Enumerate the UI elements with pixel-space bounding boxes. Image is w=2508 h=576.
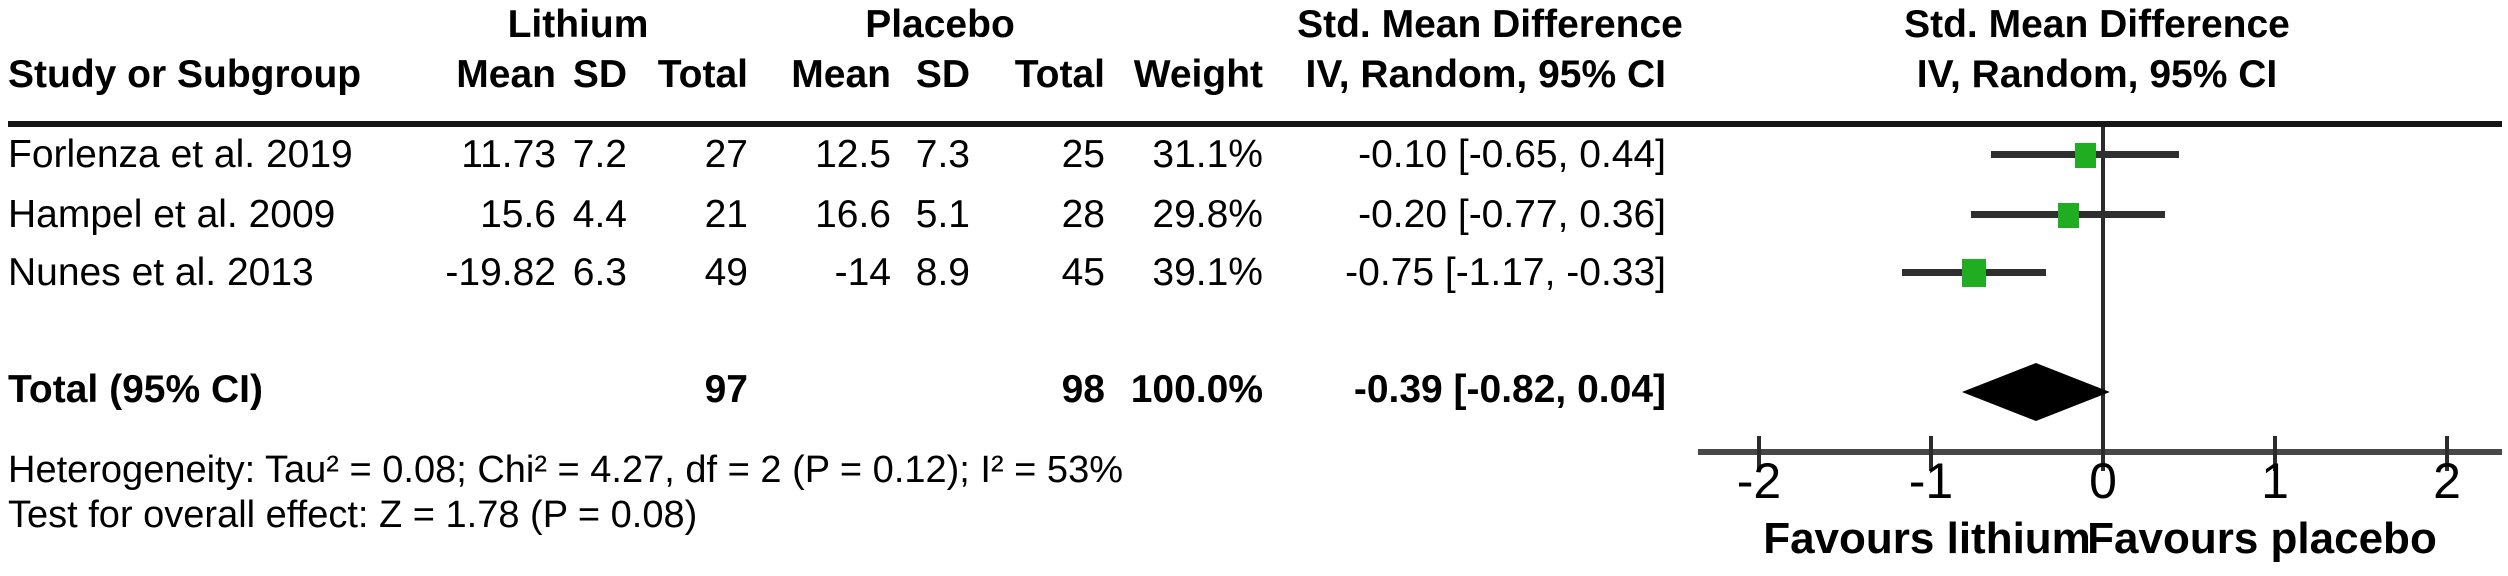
- placebo-total: 25: [1061, 133, 1105, 176]
- total-ci: -0.39 [-0.82, 0.04]: [1353, 368, 1666, 411]
- col-header-total-lithium: Total: [657, 53, 748, 96]
- axis-tick-label: 2: [2433, 453, 2461, 509]
- col-header-total-placebo: Total: [1014, 53, 1105, 96]
- header-divider: [8, 121, 2502, 127]
- axis-tick: [2445, 436, 2449, 471]
- lithium-total: 21: [704, 193, 748, 236]
- placebo-sd: 5.1: [915, 193, 970, 236]
- col-header-ci-table: IV, Random, 95% CI: [1305, 53, 1666, 96]
- axis-tick: [1929, 436, 1933, 471]
- lithium-mean: 11.73: [461, 133, 556, 176]
- group-header-smd-table: Std. Mean Difference: [1297, 3, 1683, 46]
- zero-line: [2101, 127, 2105, 455]
- effect-square: [2058, 202, 2080, 228]
- pooled-diamond: [1961, 363, 2110, 421]
- study-name: Forlenza et al. 2019: [8, 133, 353, 176]
- col-header-mean-placebo: Mean: [791, 53, 891, 96]
- col-header-sd-placebo: SD: [915, 53, 970, 96]
- total-label: Total (95% CI): [8, 368, 263, 411]
- axis-tick: [2101, 436, 2105, 471]
- placebo-total: 45: [1061, 251, 1105, 294]
- favours-left-label: Favours lithium: [1763, 514, 2091, 563]
- lithium-total: 27: [704, 133, 748, 176]
- lithium-mean: -19.82: [445, 251, 556, 294]
- axis-tick: [2273, 436, 2277, 471]
- lithium-sd: 7.2: [572, 133, 627, 176]
- x-axis-line: [1698, 449, 2502, 455]
- placebo-sd: 7.3: [915, 133, 970, 176]
- axis-tick-label: 0: [2089, 453, 2117, 509]
- total-placebo-n: 98: [1061, 368, 1105, 411]
- placebo-sd: 8.9: [915, 251, 970, 294]
- placebo-total: 28: [1061, 193, 1105, 236]
- effect-square: [2075, 142, 2097, 168]
- col-header-ci-plot: IV, Random, 95% CI: [1916, 53, 2278, 96]
- overall-effect-test: Test for overall effect: Z = 1.78 (P = 0…: [8, 494, 698, 536]
- col-header-mean-lithium: Mean: [456, 53, 556, 96]
- heterogeneity-stats: Heterogeneity: Tau² = 0.08; Chi² = 4.27,…: [8, 449, 1123, 491]
- axis-tick: [1757, 436, 1761, 471]
- col-header-study: Study or Subgroup: [8, 53, 362, 96]
- group-header-smd-plot: Std. Mean Difference: [1904, 3, 2290, 46]
- effect-square: [1962, 259, 1986, 287]
- study-name: Nunes et al. 2013: [8, 251, 314, 294]
- placebo-mean: 16.6: [815, 193, 891, 236]
- axis-tick-label: -1: [1908, 453, 1954, 509]
- ci-value: -0.10 [-0.65, 0.44]: [1358, 133, 1666, 176]
- placebo-mean: 12.5: [815, 133, 891, 176]
- lithium-sd: 6.3: [572, 251, 627, 294]
- col-header-weight: Weight: [1133, 53, 1263, 96]
- total-weight: 100.0%: [1130, 368, 1263, 411]
- weight-value: 39.1%: [1152, 251, 1263, 294]
- favours-right-label: Favours placebo: [2087, 514, 2437, 563]
- lithium-total: 49: [704, 251, 748, 294]
- group-header-lithium: Lithium: [507, 3, 649, 46]
- lithium-mean: 15.6: [480, 193, 556, 236]
- weight-value: 29.8%: [1152, 193, 1263, 236]
- placebo-mean: -14: [834, 251, 891, 294]
- total-lithium-n: 97: [704, 368, 748, 411]
- study-name: Hampel et al. 2009: [8, 193, 336, 236]
- group-header-placebo: Placebo: [865, 3, 1015, 46]
- col-header-sd-lithium: SD: [572, 53, 627, 96]
- axis-tick-label: 1: [2261, 453, 2289, 509]
- ci-value: -0.75 [-1.17, -0.33]: [1345, 251, 1666, 294]
- axis-tick-label: -2: [1736, 453, 1782, 509]
- ci-value: -0.20 [-0.77, 0.36]: [1358, 193, 1666, 236]
- weight-value: 31.1%: [1152, 133, 1263, 176]
- lithium-sd: 4.4: [572, 193, 627, 236]
